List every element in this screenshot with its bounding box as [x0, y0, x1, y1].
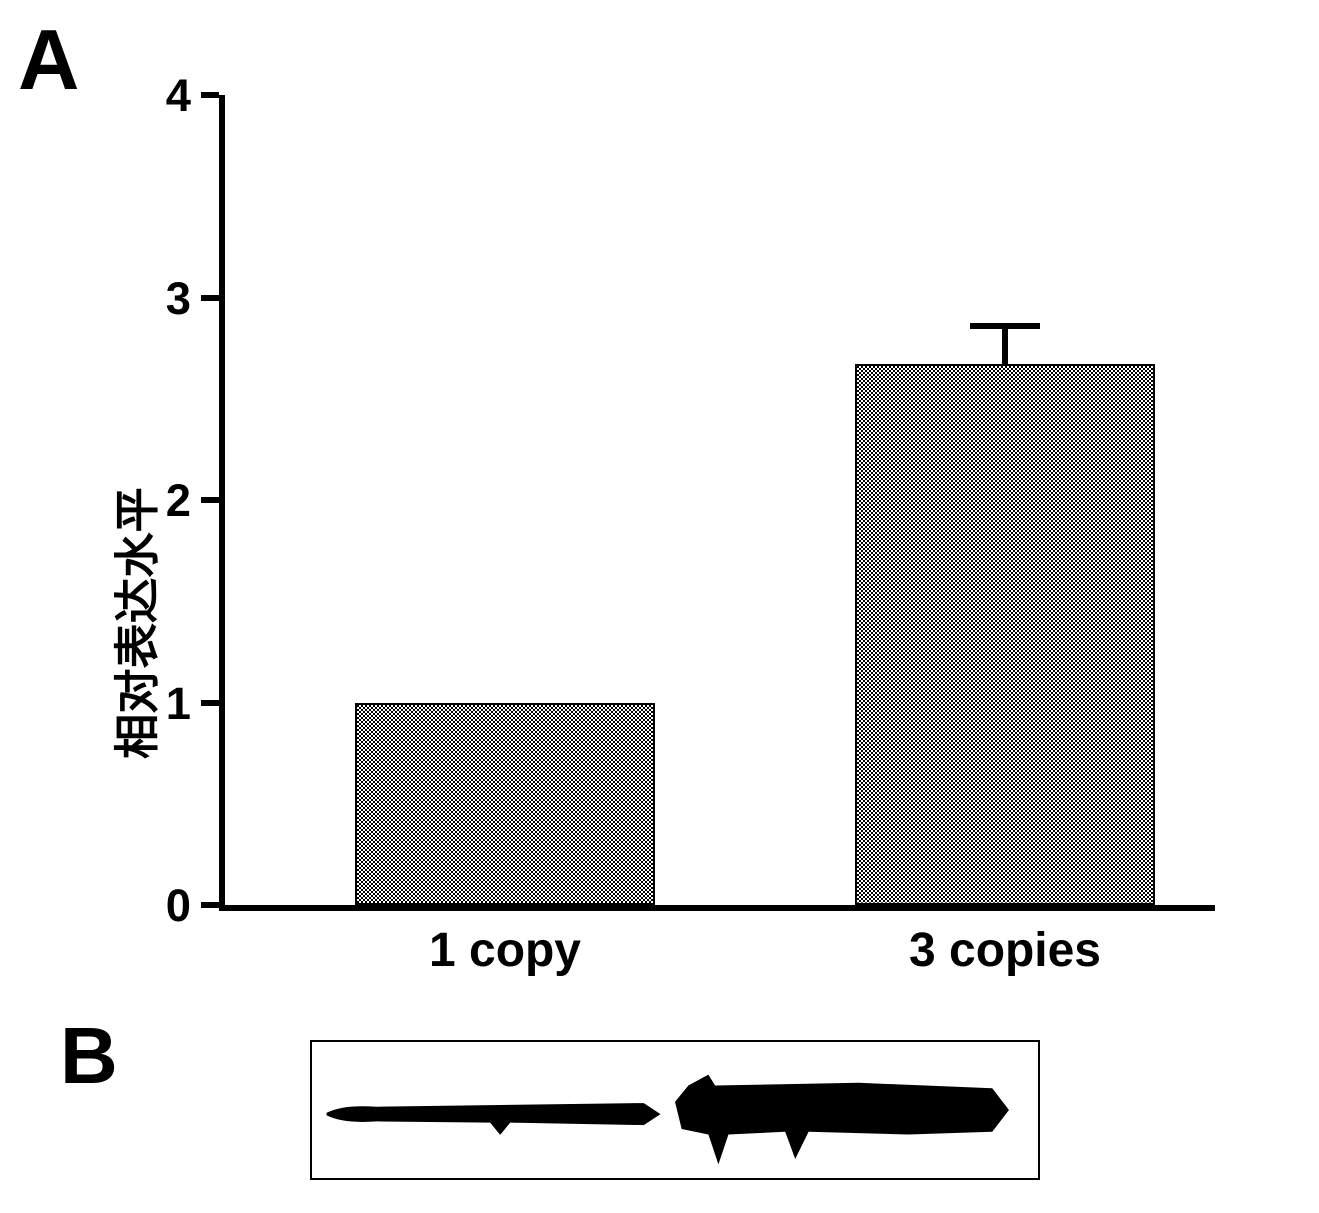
- blot-band: [327, 1103, 661, 1135]
- error-bar-cap: [970, 323, 1040, 329]
- y-axis-label: 相对表达水平: [101, 487, 167, 759]
- blot-svg: [312, 1042, 1038, 1178]
- y-tick-label: 0: [131, 880, 191, 932]
- panel-letter-b: B: [60, 1010, 118, 1102]
- panel-b-blot-image: [310, 1040, 1040, 1180]
- y-tick: [201, 902, 219, 908]
- y-axis: [219, 95, 225, 911]
- error-bar-line: [1002, 326, 1008, 364]
- y-tick-label: 3: [131, 273, 191, 325]
- figure-root: A 01234相对表达水平1 copy3 copies B: [0, 0, 1319, 1213]
- y-tick: [201, 92, 219, 98]
- bar: [355, 703, 655, 906]
- y-tick: [201, 295, 219, 301]
- y-tick: [201, 497, 219, 503]
- y-tick: [201, 700, 219, 706]
- y-tick-label: 4: [131, 70, 191, 122]
- x-category-label: 1 copy: [305, 923, 705, 978]
- blot-band: [675, 1075, 1009, 1165]
- panel-a-bar-chart: 01234相对表达水平1 copy3 copies: [0, 0, 1319, 1000]
- bar: [855, 364, 1155, 905]
- x-axis: [219, 905, 1215, 911]
- x-category-label: 3 copies: [805, 923, 1205, 978]
